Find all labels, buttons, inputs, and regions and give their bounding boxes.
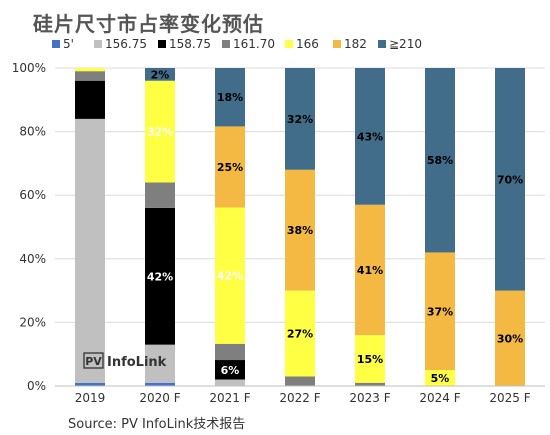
bar-segment: [145, 207, 175, 345]
data-label: 37%: [427, 305, 453, 318]
x-tick-label: 2022 F: [279, 391, 320, 405]
source-note: Source: PV InfoLink技术报告: [68, 417, 246, 432]
bars: [75, 68, 525, 386]
data-label: 41%: [357, 264, 383, 277]
bar-segment: [145, 80, 175, 183]
data-label: 27%: [287, 328, 313, 341]
bar-segment: [145, 182, 175, 208]
legend-swatch: [158, 40, 166, 48]
x-tick-label: 2020 F: [139, 391, 180, 405]
bar-segment: [495, 68, 525, 291]
data-label: 32%: [287, 113, 313, 126]
watermark-text: InfoLink: [107, 355, 167, 370]
bar-segment: [145, 382, 175, 386]
bar-segment: [425, 68, 455, 253]
data-label: 6%: [221, 364, 240, 377]
data-label: 5%: [431, 372, 450, 385]
infolink-watermark: PV InfoLink: [83, 352, 167, 370]
y-tick-label: 40%: [19, 252, 46, 266]
bar-segment: [355, 68, 385, 205]
data-label: 25%: [217, 161, 243, 174]
chart-title: 硅片尺寸市占率变化预估: [33, 12, 264, 36]
watermark-badge: PV: [85, 355, 102, 368]
legend-label: 161.70: [233, 37, 275, 51]
legend-swatch: [378, 40, 386, 48]
legend-label: ≧210: [389, 37, 422, 51]
bar-segment: [285, 169, 315, 291]
bar-segment: [75, 80, 105, 119]
data-label: 42%: [217, 270, 243, 283]
bar-segment: [215, 360, 245, 380]
legend-swatch: [222, 40, 230, 48]
data-label: 42%: [147, 270, 173, 283]
bar-segment: [215, 379, 245, 386]
x-tick-label: 2023 F: [349, 391, 390, 405]
bar-segment: [495, 290, 525, 386]
bar-segment: [355, 382, 385, 386]
watermark-badge-box: [83, 352, 104, 369]
bar-segment: [215, 343, 245, 361]
x-tick-label: 2024 F: [419, 391, 460, 405]
bar-segment: [355, 204, 385, 336]
bar-segment: [285, 290, 315, 377]
legend-label: 5': [63, 37, 74, 51]
legend-label: 166: [296, 37, 319, 51]
data-label: 2%: [151, 68, 170, 81]
bar-segment: [75, 68, 105, 72]
x-tick-label: 2019: [75, 391, 106, 405]
bar-segment: [75, 71, 105, 81]
legend-swatch: [94, 40, 102, 48]
y-tick-label: 60%: [19, 188, 46, 202]
bar-segment: [355, 335, 385, 383]
bar-segment: [425, 252, 455, 371]
bar-segment: [215, 68, 245, 127]
data-label: 30%: [497, 332, 523, 345]
bar-segment: [285, 376, 315, 386]
bar-segment: [285, 68, 315, 170]
data-label: 15%: [357, 353, 383, 366]
bar-segment: [75, 382, 105, 386]
x-tick-label: 2025 F: [489, 391, 530, 405]
legend-label: 158.75: [169, 37, 211, 51]
legend-swatch: [52, 40, 60, 48]
legend-swatch: [285, 40, 293, 48]
data-labels: 2% 32% 42% 18% 25% 42% 6% 32% 38% 27% 43% 41% 15% 58%…: [147, 68, 523, 385]
legend-label: 156.75: [105, 37, 147, 51]
data-label: 70%: [497, 173, 523, 186]
bar-segment: [145, 344, 175, 383]
data-label: 38%: [287, 224, 313, 237]
bar-segment: [425, 370, 455, 386]
legend-swatch: [333, 40, 341, 48]
y-tick-label: 80%: [19, 125, 46, 139]
y-tick-label: 20%: [19, 315, 46, 329]
legend-label: 182: [344, 37, 367, 51]
bar-segment: [75, 118, 105, 383]
data-label: 18%: [217, 91, 243, 104]
y-tick-label: 0%: [27, 379, 46, 393]
data-label: 58%: [427, 154, 453, 167]
bar-segment: [145, 68, 175, 81]
bar-segment: [215, 126, 245, 208]
legend: 5' 156.75 158.75 161.70 166 182 ≧210: [52, 37, 422, 51]
axes: 0% 20% 40% 60% 80% 100% 2019 2020 F 2021 F 2022 F…: [12, 61, 545, 405]
bar-segment: [215, 207, 245, 344]
x-tick-label: 2021 F: [209, 391, 250, 405]
y-tick-label: 100%: [12, 61, 46, 75]
data-label: 32%: [147, 126, 173, 139]
data-label: 43%: [357, 130, 383, 143]
